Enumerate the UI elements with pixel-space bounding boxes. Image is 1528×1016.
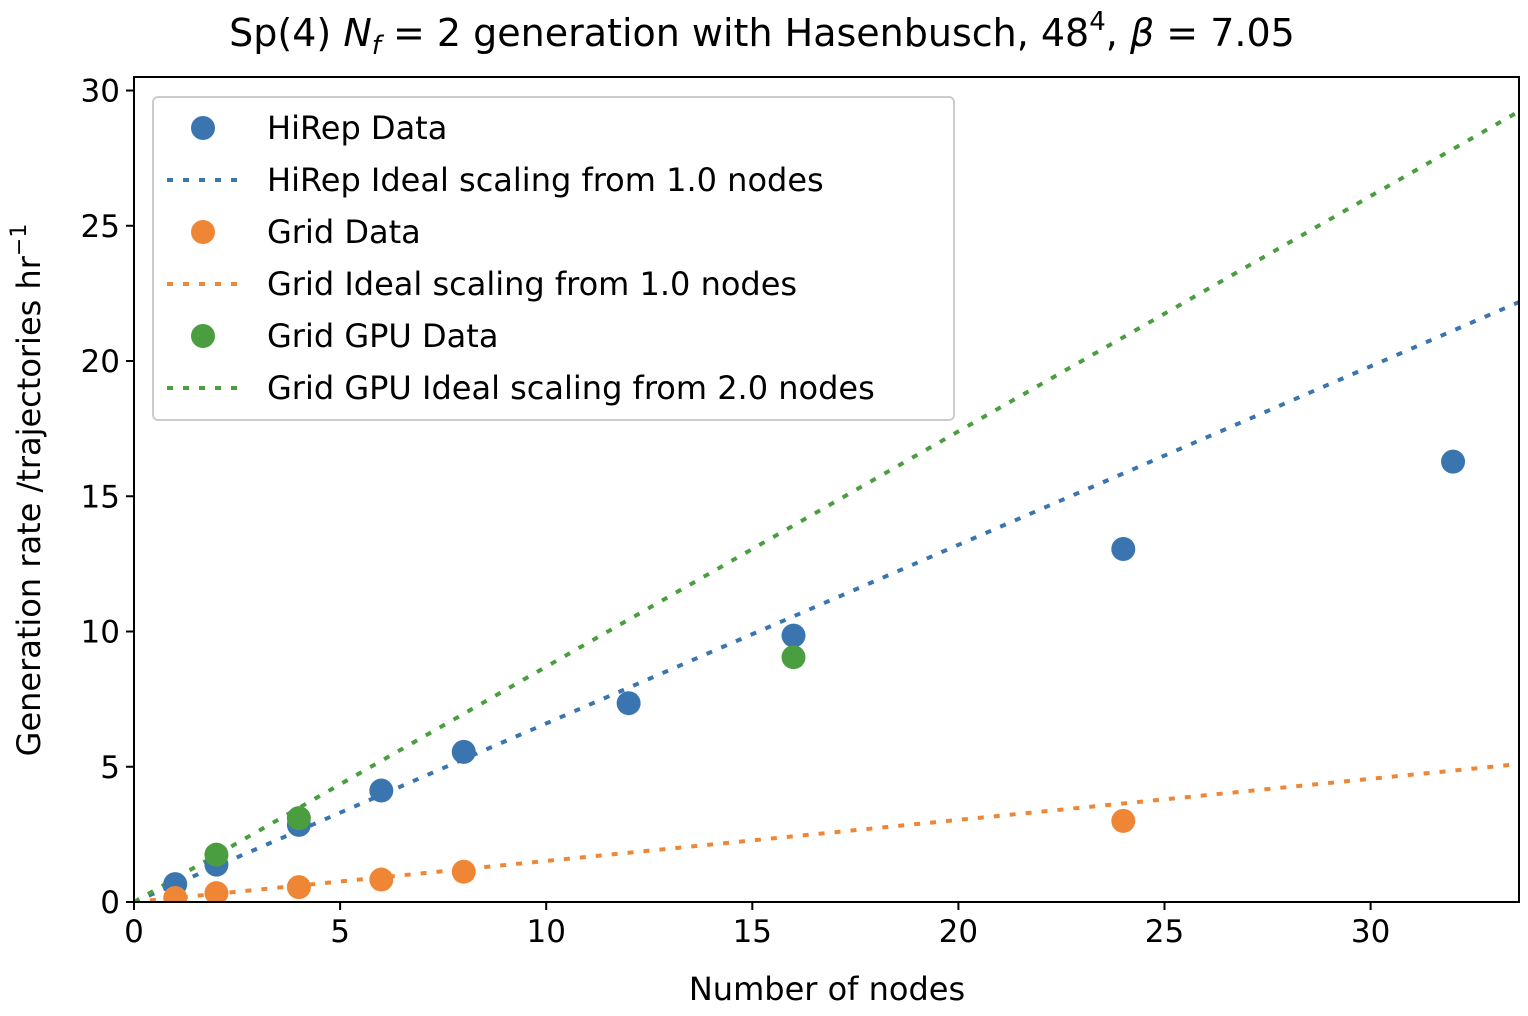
y-tick-label: 30 — [81, 74, 120, 110]
legend-label-3: Grid Ideal scaling from 1.0 nodes — [267, 265, 797, 303]
data-point-s0-7 — [1111, 537, 1136, 562]
x-axis: 0 5 10 15 20 25 30 — [124, 902, 1390, 950]
plot-frame — [133, 76, 1520, 903]
y-tick-label: 5 — [100, 750, 120, 786]
y-axis: 0 5 10 15 20 25 30 — [81, 74, 134, 921]
ideal-lines-layer — [134, 109, 1519, 902]
legend-label-5: Grid GPU Ideal scaling from 2.0 nodes — [267, 369, 875, 407]
legend-marker-2 — [191, 220, 215, 244]
legend-label-0: HiRep Data — [267, 109, 447, 147]
data-points-layer — [163, 449, 1466, 902]
legend-label-1: HiRep Ideal scaling from 1.0 nodes — [267, 161, 824, 199]
data-point-s2-3 — [369, 867, 394, 892]
data-point-s4-0 — [204, 842, 229, 867]
y-tick-label: 0 — [100, 885, 120, 921]
data-point-s2-4 — [451, 859, 476, 884]
ideal-line-5 — [134, 109, 1519, 902]
data-point-s0-8 — [1441, 449, 1466, 474]
y-axis-title: Generation rate /trajectories hr−1 — [7, 224, 48, 757]
x-tick-label: 10 — [526, 914, 565, 950]
data-point-s2-5 — [1111, 808, 1136, 833]
legend-box — [152, 96, 955, 421]
y-tick-label: 20 — [81, 344, 120, 380]
data-point-s2-2 — [286, 875, 311, 900]
data-point-s2-1 — [204, 881, 229, 902]
data-point-s4-1 — [286, 806, 311, 831]
y-tick-label: 25 — [81, 209, 120, 245]
x-tick-label: 15 — [733, 914, 772, 950]
x-tick-label: 5 — [330, 914, 350, 950]
data-point-s4-2 — [781, 645, 806, 670]
x-axis-title: Number of nodes — [689, 970, 965, 1008]
legend-marker-0 — [191, 116, 215, 140]
legend: HiRep Data HiRep Ideal scaling from 1.0 n… — [152, 96, 955, 421]
data-point-s0-3 — [369, 778, 394, 803]
x-tick-label: 30 — [1351, 914, 1390, 950]
legend-label-2: Grid Data — [267, 213, 421, 251]
data-point-s0-5 — [616, 691, 641, 716]
x-tick-label: 20 — [939, 914, 978, 950]
legend-marker-4 — [191, 324, 215, 348]
ideal-line-1 — [134, 300, 1519, 902]
data-point-s2-0 — [163, 885, 188, 902]
legend-label-4: Grid GPU Data — [267, 317, 498, 355]
chart-title: Sp(4) Nf = 2 generation with Hasenbusch,… — [229, 7, 1295, 61]
x-tick-label: 25 — [1145, 914, 1184, 950]
data-point-s0-4 — [451, 739, 476, 764]
y-tick-label: 10 — [81, 615, 120, 651]
data-point-s0-6 — [781, 623, 806, 648]
y-tick-label: 15 — [81, 479, 120, 515]
x-tick-label: 0 — [124, 914, 144, 950]
